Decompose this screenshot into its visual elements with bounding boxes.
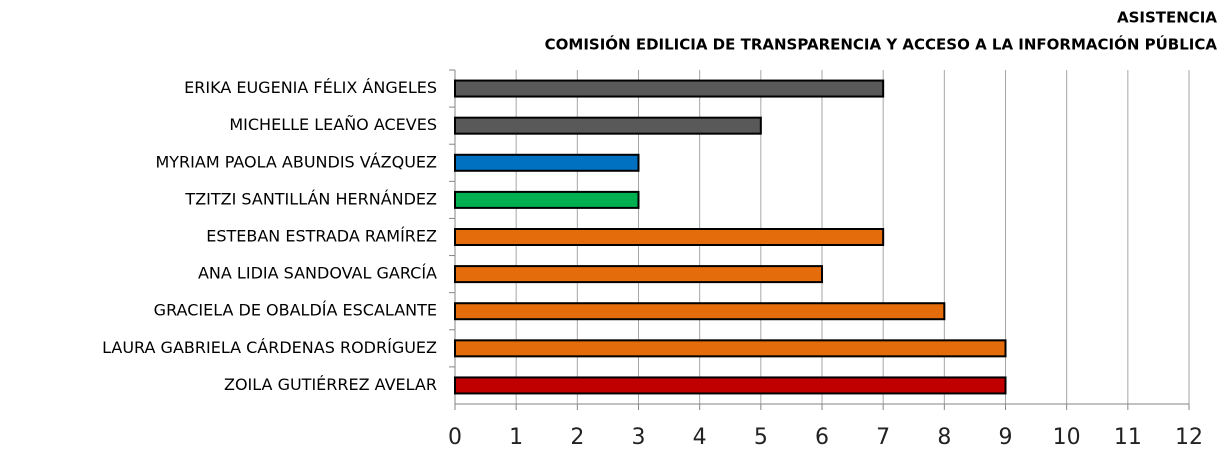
bar [454, 190, 640, 209]
y-tick-label: MICHELLE LEAÑO ACEVES [229, 115, 437, 134]
x-tick-label: 6 [815, 425, 829, 450]
chart-title: ASISTENCIA [1117, 9, 1217, 27]
x-tick-label: 10 [1053, 425, 1081, 450]
x-tick-label: 4 [693, 425, 707, 450]
x-tick-label: 0 [448, 425, 462, 450]
y-tick-label: ESTEBAN ESTRADA RAMÍREZ [206, 227, 437, 246]
bar [454, 302, 946, 321]
x-tick-label: 1 [509, 425, 523, 450]
y-tick-label: TZITZI SANTILLÁN HERNÁNDEZ [184, 189, 437, 208]
bar [454, 376, 1007, 395]
y-tick-label: ERIKA EUGENIA FÉLIX ÁNGELES [184, 78, 437, 97]
x-tick-label: 8 [937, 425, 951, 450]
bar [454, 265, 823, 284]
x-tick-label: 12 [1175, 425, 1203, 450]
x-tick-label: 2 [570, 425, 584, 450]
bar [454, 228, 885, 246]
y-tick-label: GRACIELA DE OBALDÍA ESCALANTE [154, 301, 437, 320]
y-tick-label: ANA LIDIA SANDOVAL GARCÍA [198, 264, 437, 283]
x-tick-label: 9 [999, 425, 1013, 450]
y-tick-label: LAURA GABRIELA CÁRDENAS RODRÍGUEZ [102, 338, 437, 357]
bar [454, 153, 640, 172]
chart-subtitle: COMISIÓN EDILICIA DE TRANSPARENCIA Y ACC… [545, 35, 1218, 54]
x-tick-label: 5 [754, 425, 768, 450]
x-tick-label: 3 [632, 425, 646, 450]
bar [454, 79, 885, 98]
y-tick-label: ZOILA GUTIÉRREZ AVELAR [224, 375, 437, 394]
x-tick-label: 7 [876, 425, 890, 450]
bar [454, 116, 762, 135]
x-tick-label: 11 [1114, 425, 1142, 450]
bar [454, 339, 1007, 358]
y-tick-label: MYRIAM PAOLA ABUNDIS VÁZQUEZ [155, 152, 437, 171]
